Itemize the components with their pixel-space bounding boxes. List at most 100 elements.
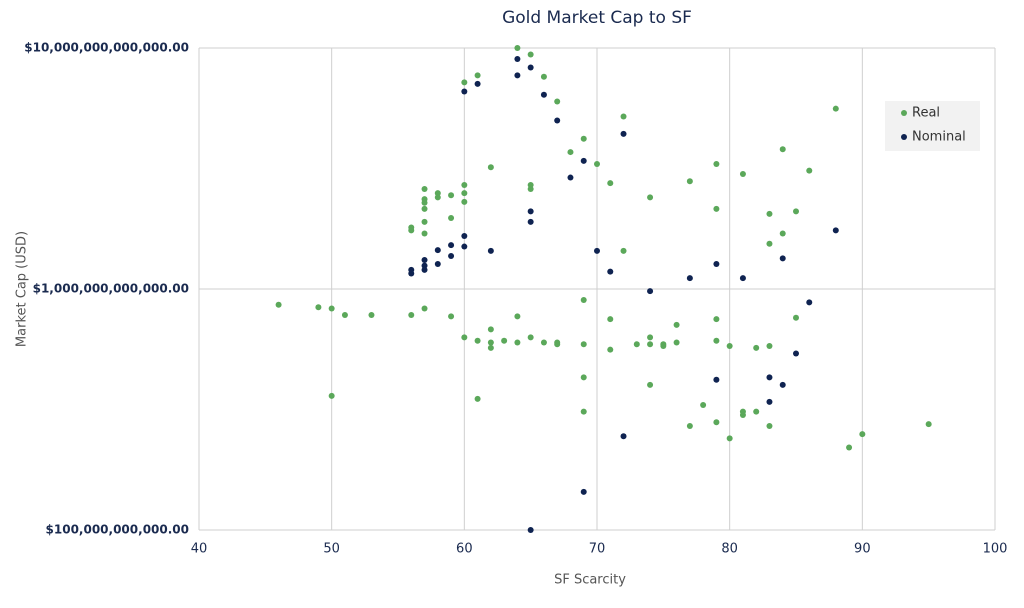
point bbox=[713, 419, 720, 426]
point bbox=[686, 178, 693, 185]
point bbox=[686, 423, 693, 430]
point bbox=[713, 337, 720, 344]
point bbox=[713, 161, 720, 168]
point bbox=[487, 164, 494, 171]
point bbox=[487, 326, 494, 333]
point bbox=[620, 113, 627, 120]
point bbox=[779, 230, 786, 237]
point bbox=[739, 412, 746, 419]
point bbox=[448, 215, 455, 222]
point bbox=[421, 230, 428, 237]
x-tick-label: 80 bbox=[721, 542, 738, 557]
point bbox=[408, 312, 415, 319]
point bbox=[647, 381, 654, 388]
point bbox=[434, 247, 441, 254]
point bbox=[315, 304, 322, 311]
point bbox=[580, 408, 587, 415]
point bbox=[580, 157, 587, 164]
point bbox=[421, 256, 428, 263]
point bbox=[527, 527, 534, 533]
point bbox=[421, 199, 428, 206]
point bbox=[633, 341, 640, 348]
point bbox=[527, 64, 534, 71]
point bbox=[421, 185, 428, 192]
point bbox=[474, 337, 481, 344]
point bbox=[673, 339, 680, 346]
point bbox=[540, 339, 547, 346]
point bbox=[739, 171, 746, 178]
point bbox=[766, 240, 773, 247]
point bbox=[766, 374, 773, 381]
x-tick-label: 60 bbox=[456, 542, 473, 557]
point bbox=[647, 334, 654, 341]
legend-marker bbox=[901, 134, 907, 140]
point bbox=[527, 208, 534, 215]
point bbox=[341, 312, 348, 319]
point bbox=[925, 421, 932, 428]
point bbox=[647, 288, 654, 295]
point bbox=[739, 275, 746, 282]
point bbox=[514, 45, 521, 51]
point bbox=[686, 275, 693, 282]
point bbox=[368, 312, 375, 319]
series-1 bbox=[408, 56, 839, 533]
x-axis-label: SF Scarcity bbox=[554, 573, 626, 588]
point bbox=[846, 444, 853, 451]
point bbox=[487, 247, 494, 254]
point bbox=[713, 205, 720, 212]
point bbox=[580, 135, 587, 142]
point bbox=[474, 395, 481, 402]
point bbox=[474, 72, 481, 79]
x-tick-label: 40 bbox=[191, 542, 208, 557]
point bbox=[421, 218, 428, 225]
point bbox=[527, 218, 534, 225]
point bbox=[726, 343, 733, 350]
point bbox=[461, 190, 468, 197]
point bbox=[554, 98, 561, 105]
point bbox=[554, 339, 561, 346]
point bbox=[779, 381, 786, 388]
legend-marker bbox=[901, 110, 907, 116]
point bbox=[567, 174, 574, 181]
point bbox=[607, 268, 614, 275]
point bbox=[461, 88, 468, 95]
point bbox=[540, 91, 547, 98]
y-tick-label: $10,000,000,000,000.00 bbox=[24, 41, 189, 55]
point bbox=[580, 374, 587, 381]
point bbox=[540, 73, 547, 80]
point bbox=[448, 313, 455, 320]
point bbox=[434, 194, 441, 201]
point bbox=[448, 253, 455, 260]
point bbox=[620, 247, 627, 254]
point bbox=[673, 321, 680, 328]
point bbox=[514, 72, 521, 79]
legend-label: Nominal bbox=[912, 130, 966, 145]
point bbox=[527, 51, 534, 58]
x-tick-label: 50 bbox=[323, 542, 340, 557]
point bbox=[421, 205, 428, 212]
point bbox=[461, 198, 468, 205]
point bbox=[408, 270, 415, 277]
x-tick-label: 90 bbox=[854, 542, 871, 557]
point bbox=[421, 305, 428, 312]
point bbox=[594, 247, 600, 254]
point bbox=[793, 314, 799, 321]
point bbox=[647, 194, 654, 201]
point bbox=[766, 423, 773, 430]
point bbox=[647, 341, 654, 348]
point bbox=[766, 343, 773, 350]
point bbox=[594, 161, 600, 168]
x-tick-label: 100 bbox=[983, 542, 1008, 557]
point bbox=[793, 208, 799, 215]
point bbox=[832, 105, 839, 112]
point bbox=[461, 232, 468, 239]
point bbox=[461, 79, 468, 86]
point bbox=[859, 431, 866, 438]
point bbox=[793, 350, 799, 357]
point bbox=[275, 301, 282, 308]
point bbox=[501, 337, 508, 344]
point bbox=[607, 346, 614, 353]
point bbox=[753, 408, 760, 415]
point bbox=[580, 488, 587, 495]
